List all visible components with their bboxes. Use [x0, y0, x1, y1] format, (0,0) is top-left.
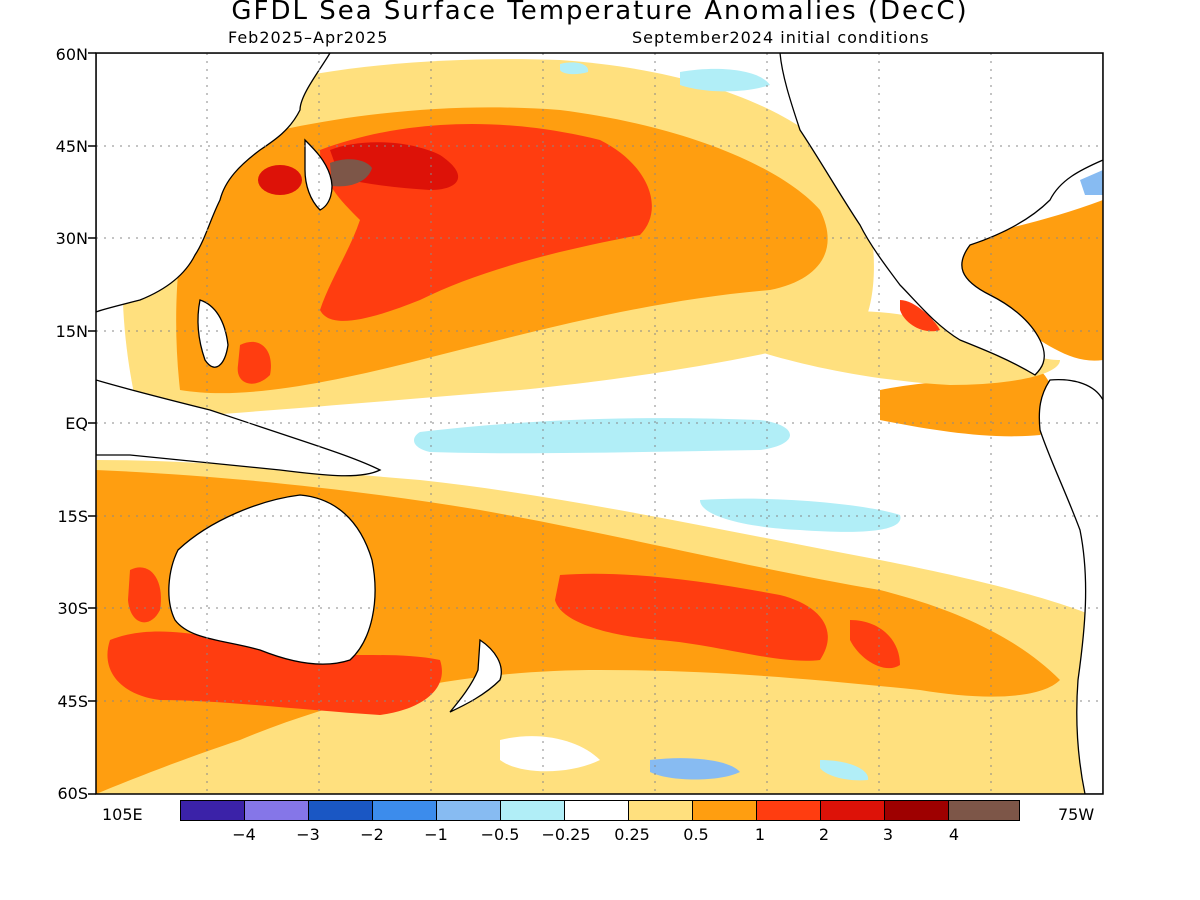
- colorbar-cell: [692, 800, 757, 821]
- colorbar-label: 3: [882, 825, 894, 844]
- colorbar-cell: [756, 800, 821, 821]
- colorbar-cell: [308, 800, 373, 821]
- south-pacific-strong-anomaly: [555, 573, 828, 661]
- lat-label-15n: 15N: [55, 322, 88, 341]
- asia-land: [96, 53, 331, 313]
- lat-label-30s: 30S: [57, 599, 88, 618]
- map-title: GFDL Sea Surface Temperature Anomalies (…: [231, 0, 969, 26]
- colorbar-cell: [244, 800, 309, 821]
- indonesia-land: [96, 379, 382, 477]
- lat-label-eq: EQ: [65, 414, 88, 433]
- graticule-grid: [96, 53, 1103, 794]
- colorbar-cell: [884, 800, 949, 821]
- lat-label-45n: 45N: [55, 137, 88, 156]
- anomaly-field: [96, 53, 1103, 794]
- new-zealand-land: [449, 638, 502, 713]
- southern-cool-anomaly: [650, 758, 740, 780]
- west-atlantic-anomaly: [1080, 170, 1103, 195]
- japan-land: [304, 138, 333, 211]
- colorbar-label: 4: [948, 825, 960, 844]
- lat-label-45s: 45S: [57, 692, 88, 711]
- colorbar-label: 0.5: [683, 825, 709, 844]
- north-america-land: [779, 53, 1103, 376]
- land-masses: [96, 53, 1103, 794]
- colorbar-label: −0.5: [480, 825, 520, 844]
- colorbar-cell: [436, 800, 501, 821]
- lat-label-60n: 60N: [55, 45, 88, 64]
- southern-white-patch: [500, 736, 600, 772]
- colorbar-label: −4: [232, 825, 256, 844]
- mexico-coast-anomaly: [900, 300, 940, 332]
- southern-cool-light-anomaly: [820, 760, 869, 781]
- lat-label-15s: 15S: [57, 507, 88, 526]
- west-australia-strong-anomaly: [128, 567, 161, 623]
- colorbar-cell: [500, 800, 565, 821]
- south-america-land: [1038, 379, 1103, 794]
- lon-label-left: 105E: [102, 805, 143, 824]
- colorbar-cell: [180, 800, 245, 821]
- east-pacific-strong-anomaly: [850, 620, 900, 669]
- colorbar-label: 2: [818, 825, 830, 844]
- kuroshio-extreme-anomaly: [330, 159, 372, 187]
- equatorial-cool-anomaly: [414, 418, 790, 454]
- colorbar-cell: [564, 800, 629, 821]
- colorbar-cell: [820, 800, 885, 821]
- japan-sea-anomaly: [258, 165, 302, 195]
- eastern-tropical-light-anomaly: [740, 311, 1060, 385]
- southeast-pacific-cool-anomaly: [700, 498, 901, 532]
- colorbar-label: −2: [360, 825, 384, 844]
- philippines-land: [197, 299, 229, 368]
- forecast-period: Feb2025–Apr2025: [228, 28, 389, 47]
- lat-label-60s: 60S: [57, 784, 88, 803]
- lat-ticks: [88, 52, 96, 795]
- colorbar-cell: [948, 800, 1020, 821]
- colorbar-label: −0.25: [541, 825, 591, 844]
- australia-land: [168, 494, 376, 665]
- lon-label-right: 75W: [1058, 805, 1095, 824]
- initial-conditions-label: September2024 initial conditions: [632, 28, 930, 47]
- north-pacific-cool-anomaly: [680, 68, 770, 92]
- colorbar-label: 0.25: [614, 825, 650, 844]
- colorbar-label: −1: [424, 825, 448, 844]
- central-america-coast-anomaly: [880, 370, 1055, 437]
- colorbar-cell: [372, 800, 437, 821]
- colorbar-label: −3: [296, 825, 320, 844]
- lat-label-30n: 30N: [55, 229, 88, 248]
- colorbar-cell: [628, 800, 693, 821]
- philippine-sea-anomaly: [237, 341, 271, 384]
- colorbar-label: 1: [754, 825, 766, 844]
- southern-australia-strong-anomaly: [107, 631, 442, 715]
- north-pacific-cool-small: [560, 62, 589, 75]
- gulf-of-mexico-anomaly: [955, 200, 1103, 361]
